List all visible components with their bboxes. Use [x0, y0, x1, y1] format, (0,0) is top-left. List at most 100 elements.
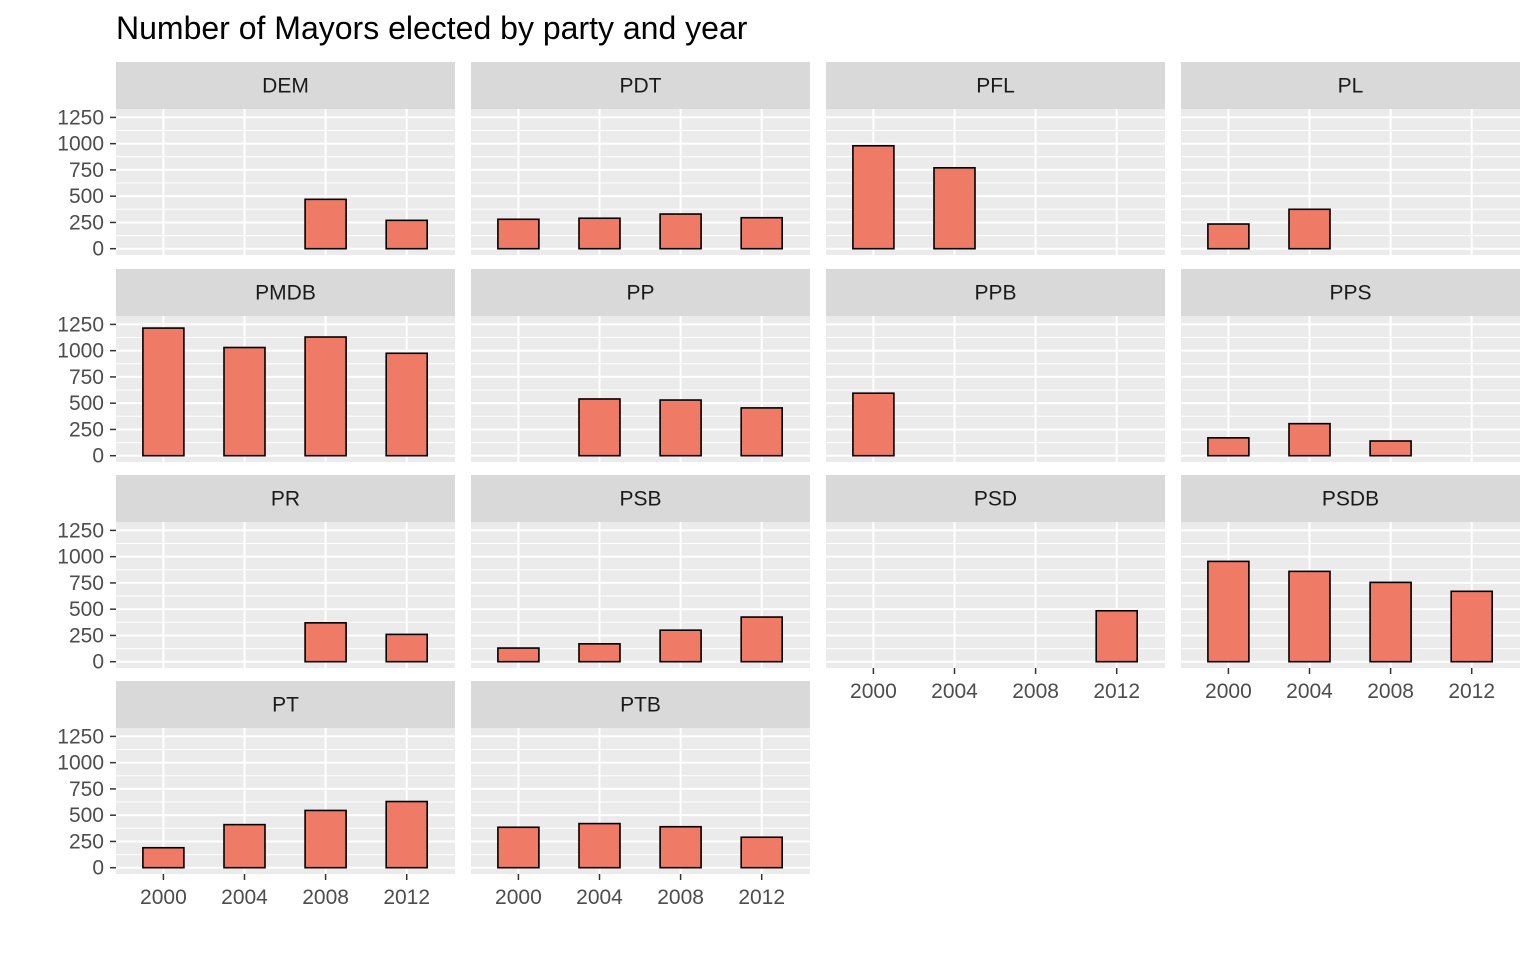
facet-panel-pl: PL	[1181, 62, 1520, 255]
bar-psdb-2008	[1369, 581, 1412, 663]
bar-psdb-2000	[1207, 560, 1250, 663]
bar-ptb-2008	[659, 825, 702, 869]
y-tick-label: 0	[92, 238, 104, 261]
bar-pl-2004	[1288, 208, 1331, 250]
y-tick-label: 1000	[57, 133, 104, 156]
y-tick-label: 750	[69, 572, 104, 595]
bar-pp-2012	[740, 407, 784, 457]
facet-panel-dem: DEM 0 250 500 750 1000 1250	[57, 62, 455, 261]
y-tick-label: 250	[69, 211, 104, 234]
facet-panel-ppb: PPB	[826, 269, 1165, 462]
y-tick-label: 750	[69, 366, 104, 389]
x-tick-label: 2008	[657, 886, 704, 909]
bar-pdt-2004	[578, 217, 621, 250]
strip-bg	[1181, 475, 1520, 522]
strip-bg	[826, 62, 1165, 109]
strip-label: PSD	[974, 488, 1017, 511]
facet-panel-pps: PPS	[1181, 269, 1520, 462]
y-tick-label: 500	[69, 392, 104, 415]
y-tick-label: 500	[69, 598, 104, 621]
y-tick-label: 0	[92, 445, 104, 468]
bar-psdb-2004	[1288, 570, 1331, 663]
x-tick-label: 2004	[221, 886, 268, 909]
strip-bg	[471, 475, 810, 522]
bar-pr-2008	[304, 622, 347, 663]
bar-psb-2008	[659, 629, 702, 663]
bar-ptb-2004	[578, 822, 621, 869]
bar-pdt-2012	[740, 216, 784, 250]
bar-pmdb-2000	[142, 327, 185, 457]
bar-dem-2008	[304, 198, 347, 250]
strip-label: PL	[1338, 75, 1364, 98]
bar-psd-2012	[1095, 609, 1138, 663]
y-tick-label: 500	[69, 185, 104, 208]
bar-pt-2012	[385, 800, 429, 869]
y-tick-label: 1250	[57, 106, 104, 129]
x-tick-label: 2012	[383, 886, 430, 909]
bar-pmdb-2004	[223, 346, 266, 457]
bar-pfl-2000	[852, 144, 895, 250]
strip-label: PSB	[619, 488, 661, 511]
y-tick-label: 250	[69, 624, 104, 647]
bar-pmdb-2012	[385, 352, 429, 457]
strip-bg	[471, 269, 810, 316]
strip-bg	[1181, 269, 1520, 316]
bar-psb-2004	[578, 643, 621, 663]
x-tick-label: 2012	[1448, 680, 1495, 703]
strip-bg	[471, 62, 810, 109]
y-tick-label: 1000	[57, 752, 104, 775]
bar-ppb-2000	[852, 392, 895, 457]
facet-panel-pp: PP	[471, 269, 810, 462]
y-tick-label: 1250	[57, 313, 104, 336]
strip-bg	[116, 475, 455, 522]
y-tick-label: 1250	[57, 519, 104, 542]
bar-psdb-2012	[1450, 590, 1493, 663]
strip-label: DEM	[262, 75, 309, 98]
x-tick-label: 2008	[1367, 680, 1414, 703]
strip-bg	[826, 475, 1165, 522]
bar-pp-2008	[659, 399, 702, 457]
strip-label: PTB	[620, 694, 661, 717]
bar-pps-2008	[1369, 440, 1412, 457]
bar-pps-2000	[1207, 437, 1250, 457]
strip-bg	[471, 681, 810, 728]
y-tick-label: 1000	[57, 340, 104, 363]
bar-pt-2000	[142, 846, 185, 869]
bar-pr-2012	[385, 633, 429, 663]
y-tick-label: 250	[69, 830, 104, 853]
strip-bg	[116, 681, 455, 728]
strip-bg	[116, 269, 455, 316]
x-tick-label: 2000	[1205, 680, 1252, 703]
bar-pdt-2000	[497, 218, 540, 250]
y-tick-label: 1250	[57, 725, 104, 748]
strip-label: PPS	[1329, 282, 1371, 305]
x-tick-label: 2008	[1012, 680, 1059, 703]
bar-pmdb-2008	[304, 336, 347, 457]
strip-label: PSDB	[1322, 488, 1379, 511]
strip-bg	[116, 62, 455, 109]
strip-label: PT	[272, 694, 299, 717]
bar-ptb-2000	[497, 826, 540, 869]
bar-pl-2000	[1207, 223, 1250, 250]
strip-bg	[1181, 62, 1520, 109]
y-tick-label: 250	[69, 418, 104, 441]
facet-panel-pt: PT 0 250 500 750 1000 1250 2000 2004 2008 2012	[57, 681, 455, 909]
y-tick-label: 0	[92, 857, 104, 880]
facet-panel-psdb: PSDB 2000 2004 2008 2012	[1181, 475, 1520, 703]
y-tick-label: 1000	[57, 546, 104, 569]
bar-pt-2008	[304, 809, 347, 869]
facet-panel-pfl: PFL	[826, 62, 1165, 255]
strip-label: PPB	[974, 282, 1016, 305]
strip-label: PR	[271, 488, 300, 511]
bar-ptb-2012	[740, 836, 784, 869]
y-tick-label: 750	[69, 778, 104, 801]
facet-panel-pmdb: PMDB 0 250 500 750 1000 1250	[57, 269, 455, 468]
facet-panel-pr: PR 0 250 500 750 1000 1250	[57, 475, 455, 674]
facet-panel-ptb: PTB 2000 2004 2008 2012	[471, 681, 810, 909]
x-tick-label: 2000	[495, 886, 542, 909]
bar-psb-2012	[740, 616, 784, 663]
strip-label: PP	[626, 282, 654, 305]
strip-label: PFL	[976, 75, 1015, 98]
x-tick-label: 2012	[738, 886, 785, 909]
